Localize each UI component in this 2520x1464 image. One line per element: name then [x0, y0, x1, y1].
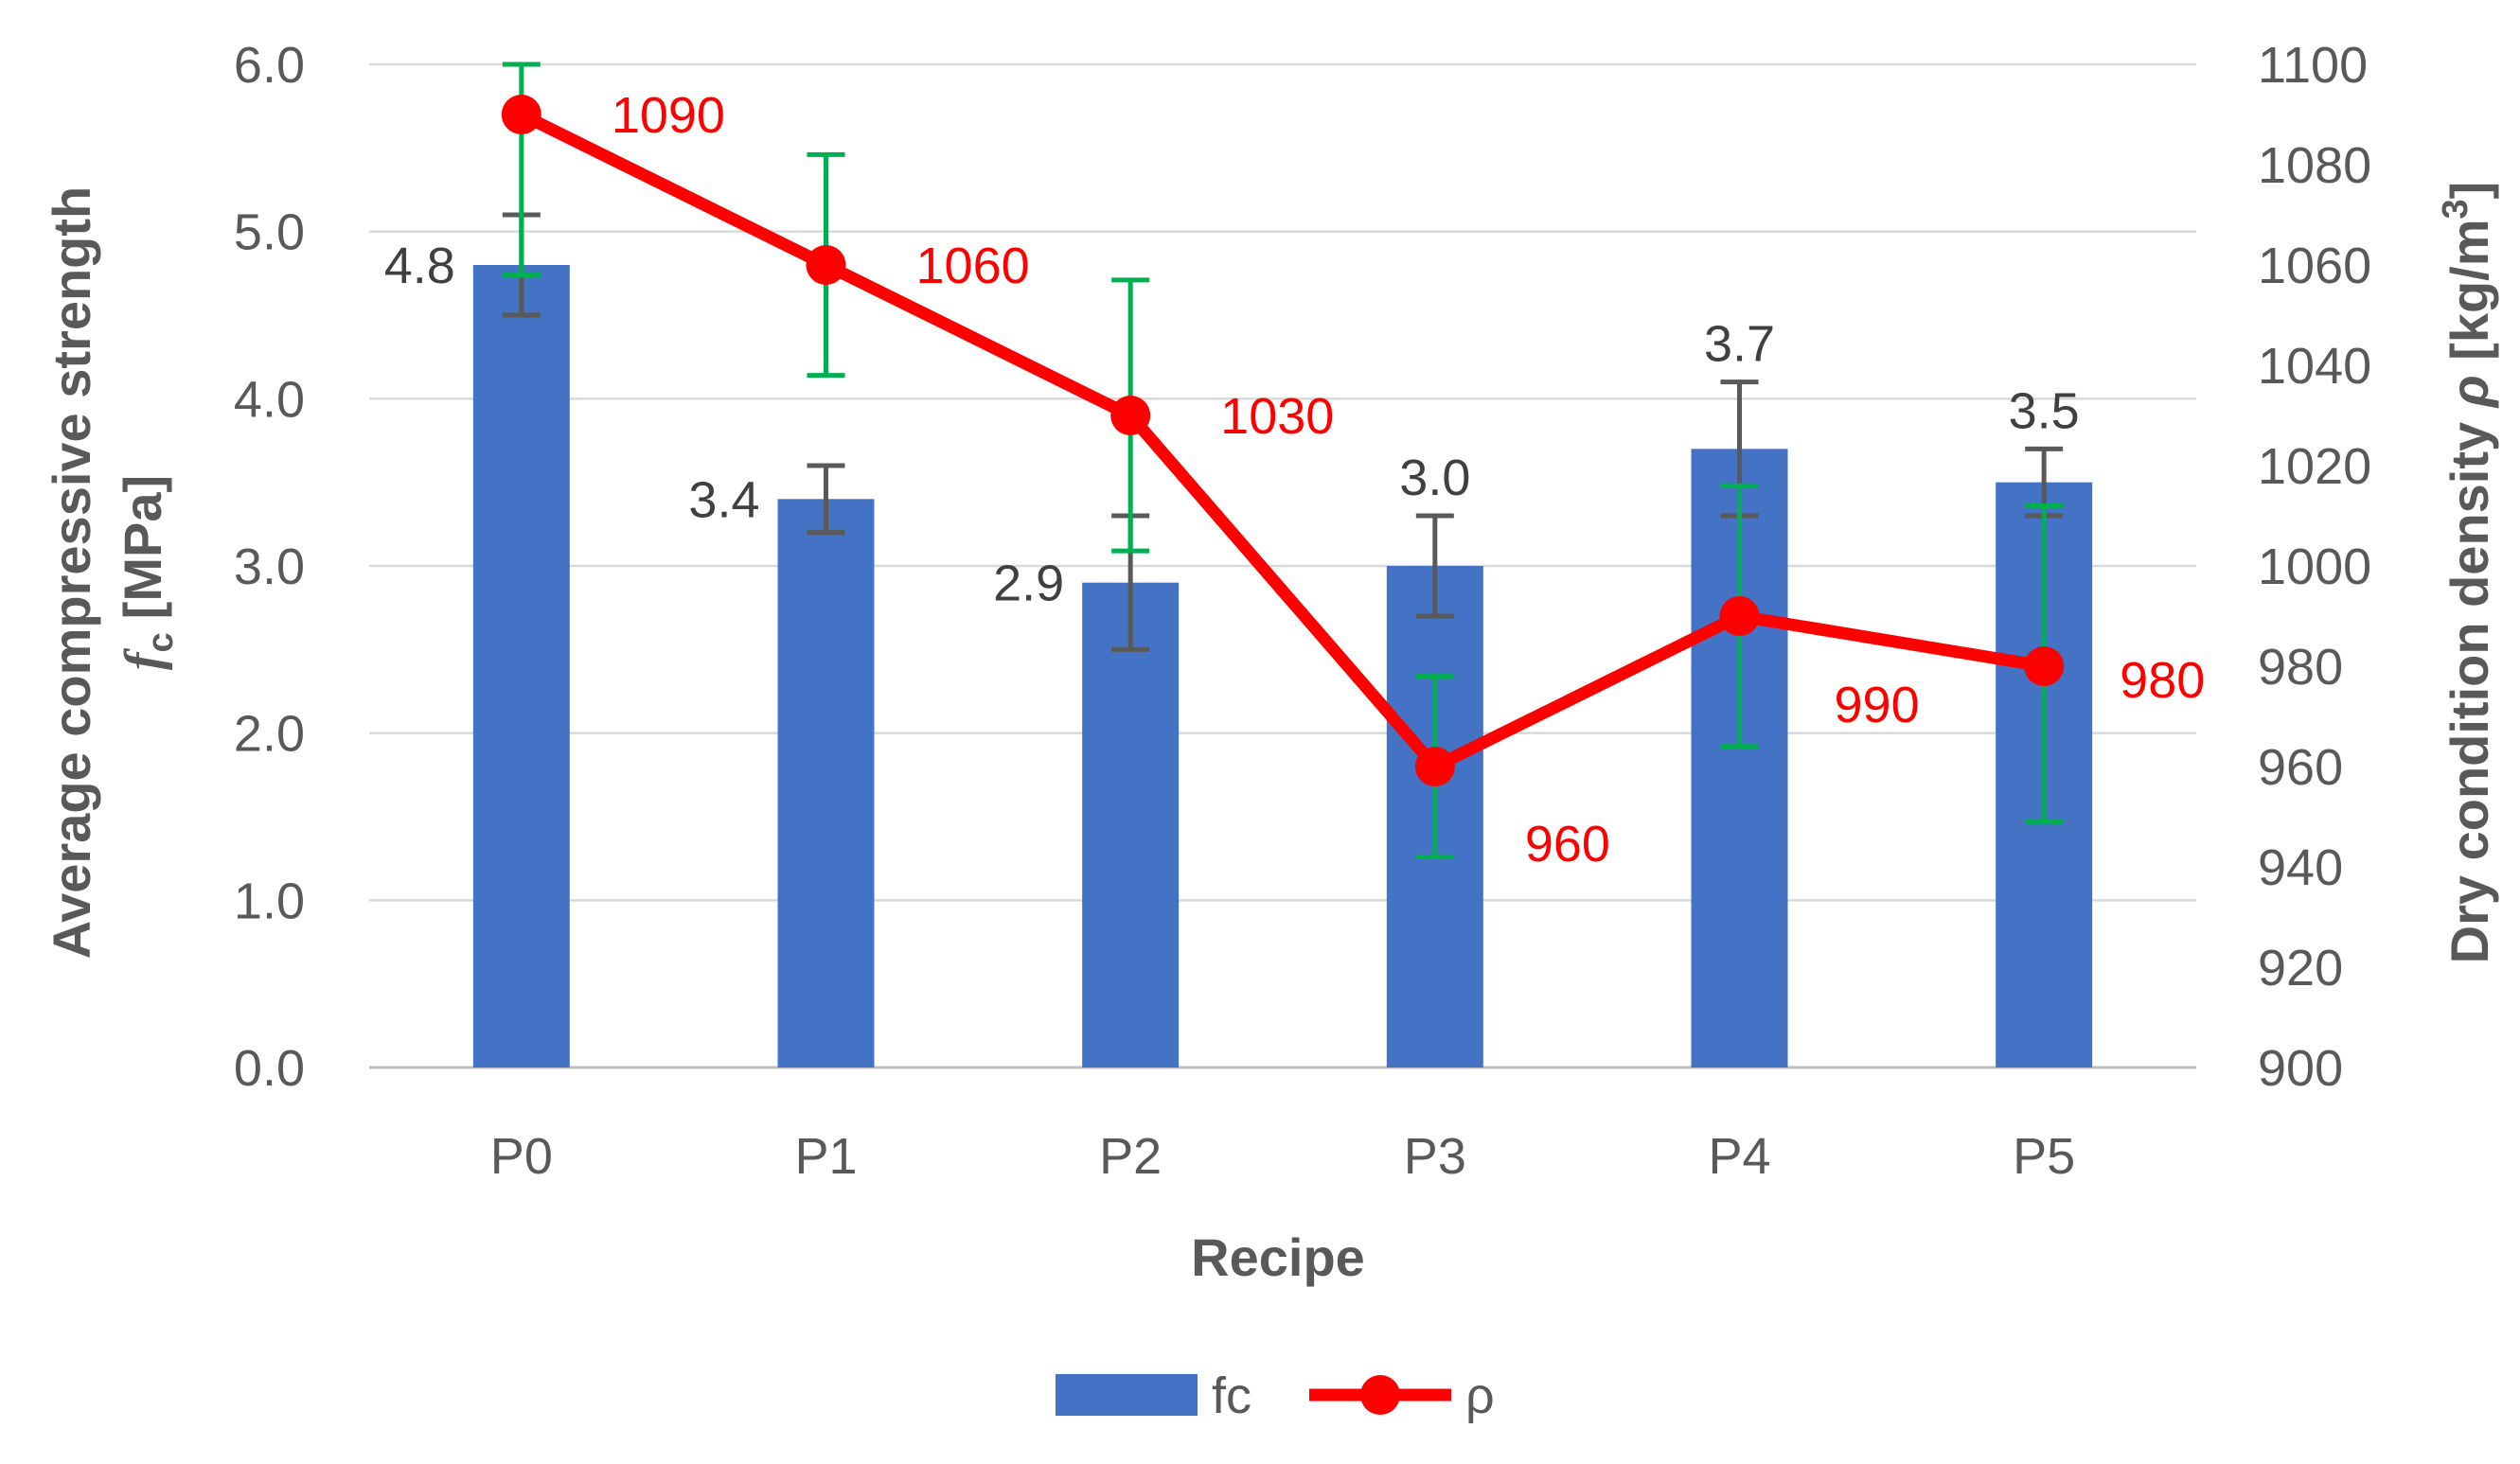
data-label-rho: 990: [1835, 677, 1920, 733]
x-axis-title: Recipe: [1191, 1227, 1365, 1287]
y-tick-label-right: 1020: [2258, 438, 2371, 495]
marker-rho: [806, 245, 846, 285]
right-axis-unit: [kg/m: [2440, 219, 2499, 375]
data-label-rho: 1030: [1220, 388, 1334, 445]
x-tick-label: P5: [2013, 1128, 2075, 1185]
data-label-rho: 960: [1525, 816, 1610, 873]
legend-swatch-fc: [1056, 1374, 1198, 1416]
x-tick-label: P0: [490, 1128, 553, 1185]
y-tick-label-right: 920: [2258, 940, 2343, 997]
y-tick-label-right: 1000: [2258, 538, 2371, 595]
data-label-rho: 1060: [916, 238, 1030, 294]
y-tick-label-right: 940: [2258, 839, 2343, 896]
marker-rho: [1110, 396, 1151, 435]
left-axis-title-unit: fc[MPa]: [113, 475, 181, 670]
y-tick-label-right: 960: [2258, 739, 2343, 796]
marker-rho: [2024, 646, 2065, 686]
axes: 0.0 1.0 2.0 3.0 4.0 5.0 6.0 900 920 940 960 980 1000…: [234, 37, 2371, 1185]
left-axis-title: Average compressive strength: [42, 186, 101, 959]
legend-label-fc: fc: [1212, 1367, 1251, 1424]
data-label-fc: 3.0: [1399, 450, 1470, 506]
y-tick-label-right: 1080: [2258, 137, 2371, 194]
right-axis-title: Dry condition density ρ [kg/m3]: [2436, 182, 2499, 964]
legend-label-rho: ρ: [1465, 1367, 1495, 1424]
left-axis-unit: [MPa]: [113, 475, 172, 619]
data-label-rho: 980: [2120, 652, 2205, 709]
x-tick-label: P2: [1099, 1128, 1162, 1185]
right-axis-text: Dry condition density: [2440, 407, 2499, 963]
y-tick-label-right: 980: [2258, 639, 2343, 696]
data-label-fc: 4.8: [384, 238, 455, 294]
data-label-fc: 2.9: [993, 556, 1064, 612]
bar: [1082, 582, 1180, 1067]
legend: fc ρ: [1056, 1367, 1495, 1424]
left-axis-subscript: c: [141, 632, 181, 652]
right-axis-symbol: ρ: [2440, 375, 2499, 409]
data-label-rho: 1090: [612, 87, 725, 144]
bar: [472, 265, 570, 1067]
y-tick-label-right: 900: [2258, 1040, 2343, 1097]
marker-rho: [1414, 747, 1455, 786]
rho-error-bars: [502, 62, 2064, 859]
x-tick-label: P1: [794, 1128, 857, 1185]
y-tick-label-right: 1100: [2258, 37, 2368, 94]
y-tick-label-left: 5.0: [234, 204, 305, 261]
right-axis-unit-close: ]: [2440, 182, 2499, 200]
data-label-fc: 3.5: [2009, 382, 2080, 439]
legend-marker-rho: [1360, 1375, 1400, 1415]
y-tick-label-left: 4.0: [234, 371, 305, 428]
y-tick-label-left: 3.0: [234, 538, 305, 595]
data-label-fc: 3.7: [1704, 316, 1775, 373]
data-labels: 4.8 3.4 2.9 3.0 3.7 3.5 1090 1060 1030 960 990 980: [384, 87, 2206, 873]
bar: [777, 499, 875, 1067]
y-tick-label-right: 1040: [2258, 338, 2371, 395]
data-label-fc: 3.4: [688, 471, 759, 528]
x-tick-label: P4: [1708, 1128, 1770, 1185]
gridlines: [369, 62, 2196, 1069]
line-series-rho: [501, 95, 2065, 786]
bar-series-fc: [472, 265, 2093, 1068]
x-tick-label: P3: [1404, 1128, 1466, 1185]
y-tick-label-right: 1060: [2258, 238, 2371, 294]
y-tick-label-left: 2.0: [234, 706, 305, 763]
marker-rho: [501, 95, 541, 134]
y-tick-label-left: 1.0: [234, 873, 305, 929]
y-tick-label-left: 6.0: [234, 37, 305, 94]
right-axis-unit-superscript: 3: [2436, 199, 2476, 219]
marker-rho: [1719, 596, 1760, 636]
y-tick-label-left: 0.0: [234, 1040, 305, 1097]
line-rho: [518, 109, 2046, 773]
